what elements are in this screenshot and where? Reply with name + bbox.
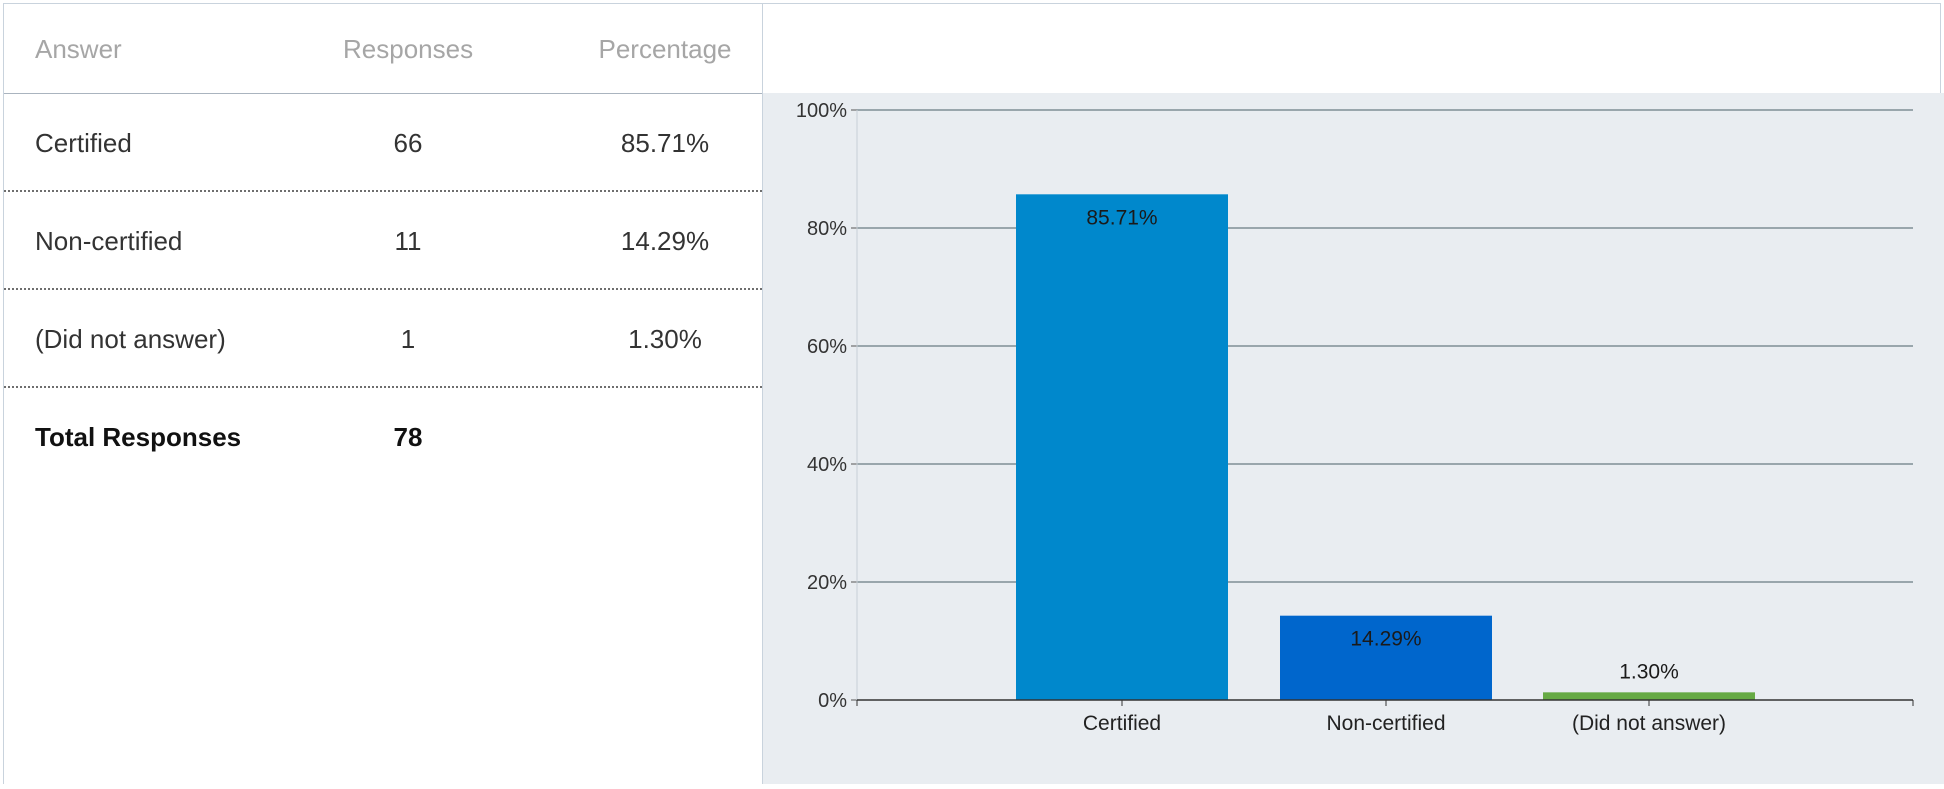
responses-cell: 66	[393, 128, 423, 158]
total-row: Total Responses 78	[4, 388, 762, 486]
responses-column-header: Responses	[343, 34, 474, 64]
responses-cell: 11	[394, 226, 422, 256]
x-tick-label: (Did not answer)	[1572, 712, 1726, 735]
percentage-column-header: Percentage	[598, 34, 732, 64]
x-tick-label: Certified	[1083, 712, 1161, 735]
y-tick-label: 0%	[818, 690, 847, 712]
chart-panel: 0% 20% 40% 60% 80% 100% Certified 85.71% Non-cer…	[763, 93, 1944, 784]
answer-column-header: Answer	[35, 34, 122, 64]
data-label: 14.29%	[1350, 628, 1421, 651]
total-value: 78	[393, 422, 423, 452]
percentage-cell: 14.29%	[620, 226, 710, 256]
y-tick-label: 60%	[807, 336, 847, 358]
percentage-cell: 1.30%	[628, 324, 702, 354]
table-header: Answer Responses Percentage	[4, 4, 762, 94]
bar	[1016, 194, 1228, 700]
data-label: 85.71%	[1086, 206, 1157, 229]
y-tick-label: 80%	[807, 218, 847, 240]
table-row: (Did not answer) 1 1.30%	[4, 290, 762, 388]
answer-cell: Certified	[35, 128, 132, 158]
bar-chart: 0% 20% 40% 60% 80% 100% Certified 85.71% Non-cer…	[796, 100, 1914, 735]
chart-header	[762, 3, 1941, 94]
table-row: Non-certified 11 14.29%	[4, 192, 762, 290]
answer-cell: (Did not answer)	[35, 324, 226, 354]
y-tick-label: 40%	[807, 454, 847, 476]
y-tick-label: 20%	[807, 572, 847, 594]
table-row: Certified 66 85.71%	[4, 94, 762, 192]
data-label: 1.30%	[1619, 660, 1679, 683]
percentage-cell: 85.71%	[620, 128, 710, 158]
responses-cell: 1	[400, 324, 416, 354]
total-label: Total Responses	[35, 422, 242, 452]
results-table: Answer Responses Percentage Certified 66…	[3, 3, 763, 784]
x-tick-label: Non-certified	[1326, 712, 1445, 735]
y-tick-label: 100%	[796, 100, 847, 122]
answer-cell: Non-certified	[35, 226, 183, 256]
bar	[1543, 692, 1755, 700]
bar	[1280, 615, 1492, 700]
